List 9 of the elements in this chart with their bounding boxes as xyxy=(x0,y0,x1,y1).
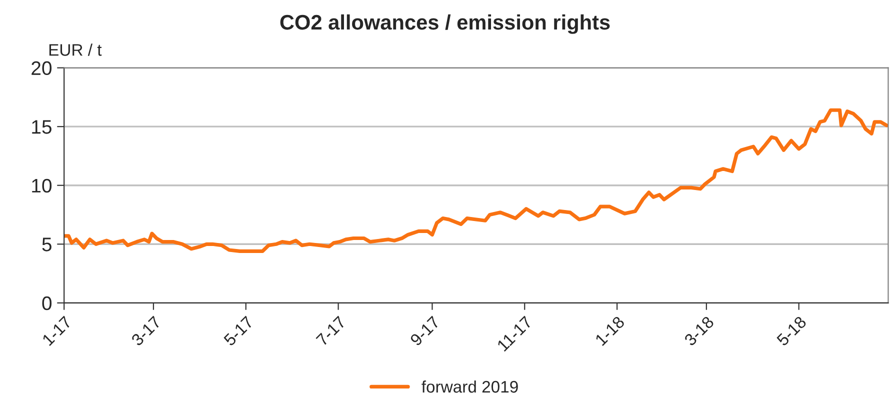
line-series xyxy=(64,108,888,253)
legend-label: forward 2019 xyxy=(422,380,518,393)
y-axis-title: EUR / t xyxy=(49,44,102,56)
y-tick-label: 15 xyxy=(32,120,52,134)
chart-title: CO2 allowances / emission rights xyxy=(280,14,610,34)
y-tick-label: 5 xyxy=(42,238,52,252)
y-tick-label: 20 xyxy=(32,61,52,76)
y-tick-label: 0 xyxy=(42,296,52,310)
y-tick-label: 10 xyxy=(32,178,52,193)
